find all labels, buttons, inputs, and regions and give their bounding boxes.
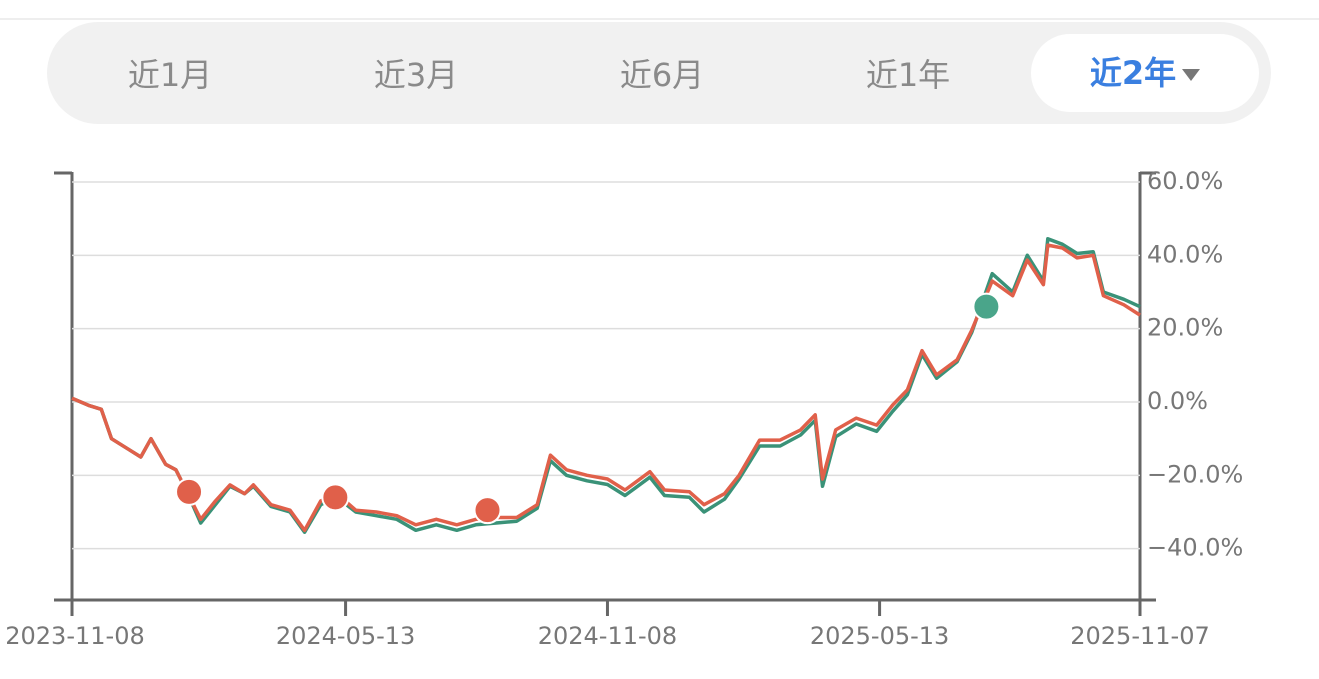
tab[interactable]: 近1月 bbox=[127, 56, 213, 94]
tab[interactable]: 近1年 bbox=[865, 56, 951, 94]
y-tick-label: −40.0% bbox=[1147, 534, 1243, 562]
series-line bbox=[71, 243, 1141, 533]
y-tick-label: 20.0% bbox=[1147, 314, 1223, 342]
y-tick-label: 40.0% bbox=[1147, 240, 1223, 268]
y-tick-label: −20.0% bbox=[1147, 460, 1243, 488]
x-tick-label: 2025-05-13 bbox=[810, 622, 949, 650]
x-tick-label: 2023-11-08 bbox=[5, 622, 144, 650]
tab[interactable]: 近6月 bbox=[619, 56, 705, 94]
trade-marker bbox=[473, 496, 502, 525]
y-tick-label: 0.0% bbox=[1147, 387, 1208, 415]
range-tabs: 近1月 近3月 近6月 近1年 近2年 bbox=[47, 22, 1271, 124]
dropdown-icon bbox=[1182, 69, 1201, 81]
divider bbox=[0, 18, 1319, 20]
tab-label: 近2年 bbox=[1089, 54, 1177, 92]
tab-active[interactable]: 近2年 bbox=[1031, 34, 1259, 112]
x-tick-label: 2024-11-08 bbox=[538, 622, 677, 650]
x-tick-label: 2025-11-07 bbox=[1070, 622, 1209, 650]
trade-marker bbox=[972, 292, 1001, 321]
tab[interactable]: 近3月 bbox=[373, 56, 459, 94]
y-tick-label: 60.0% bbox=[1147, 167, 1223, 195]
trade-marker bbox=[175, 477, 204, 506]
x-tick-label: 2024-05-13 bbox=[276, 622, 415, 650]
trade-marker bbox=[321, 483, 350, 512]
